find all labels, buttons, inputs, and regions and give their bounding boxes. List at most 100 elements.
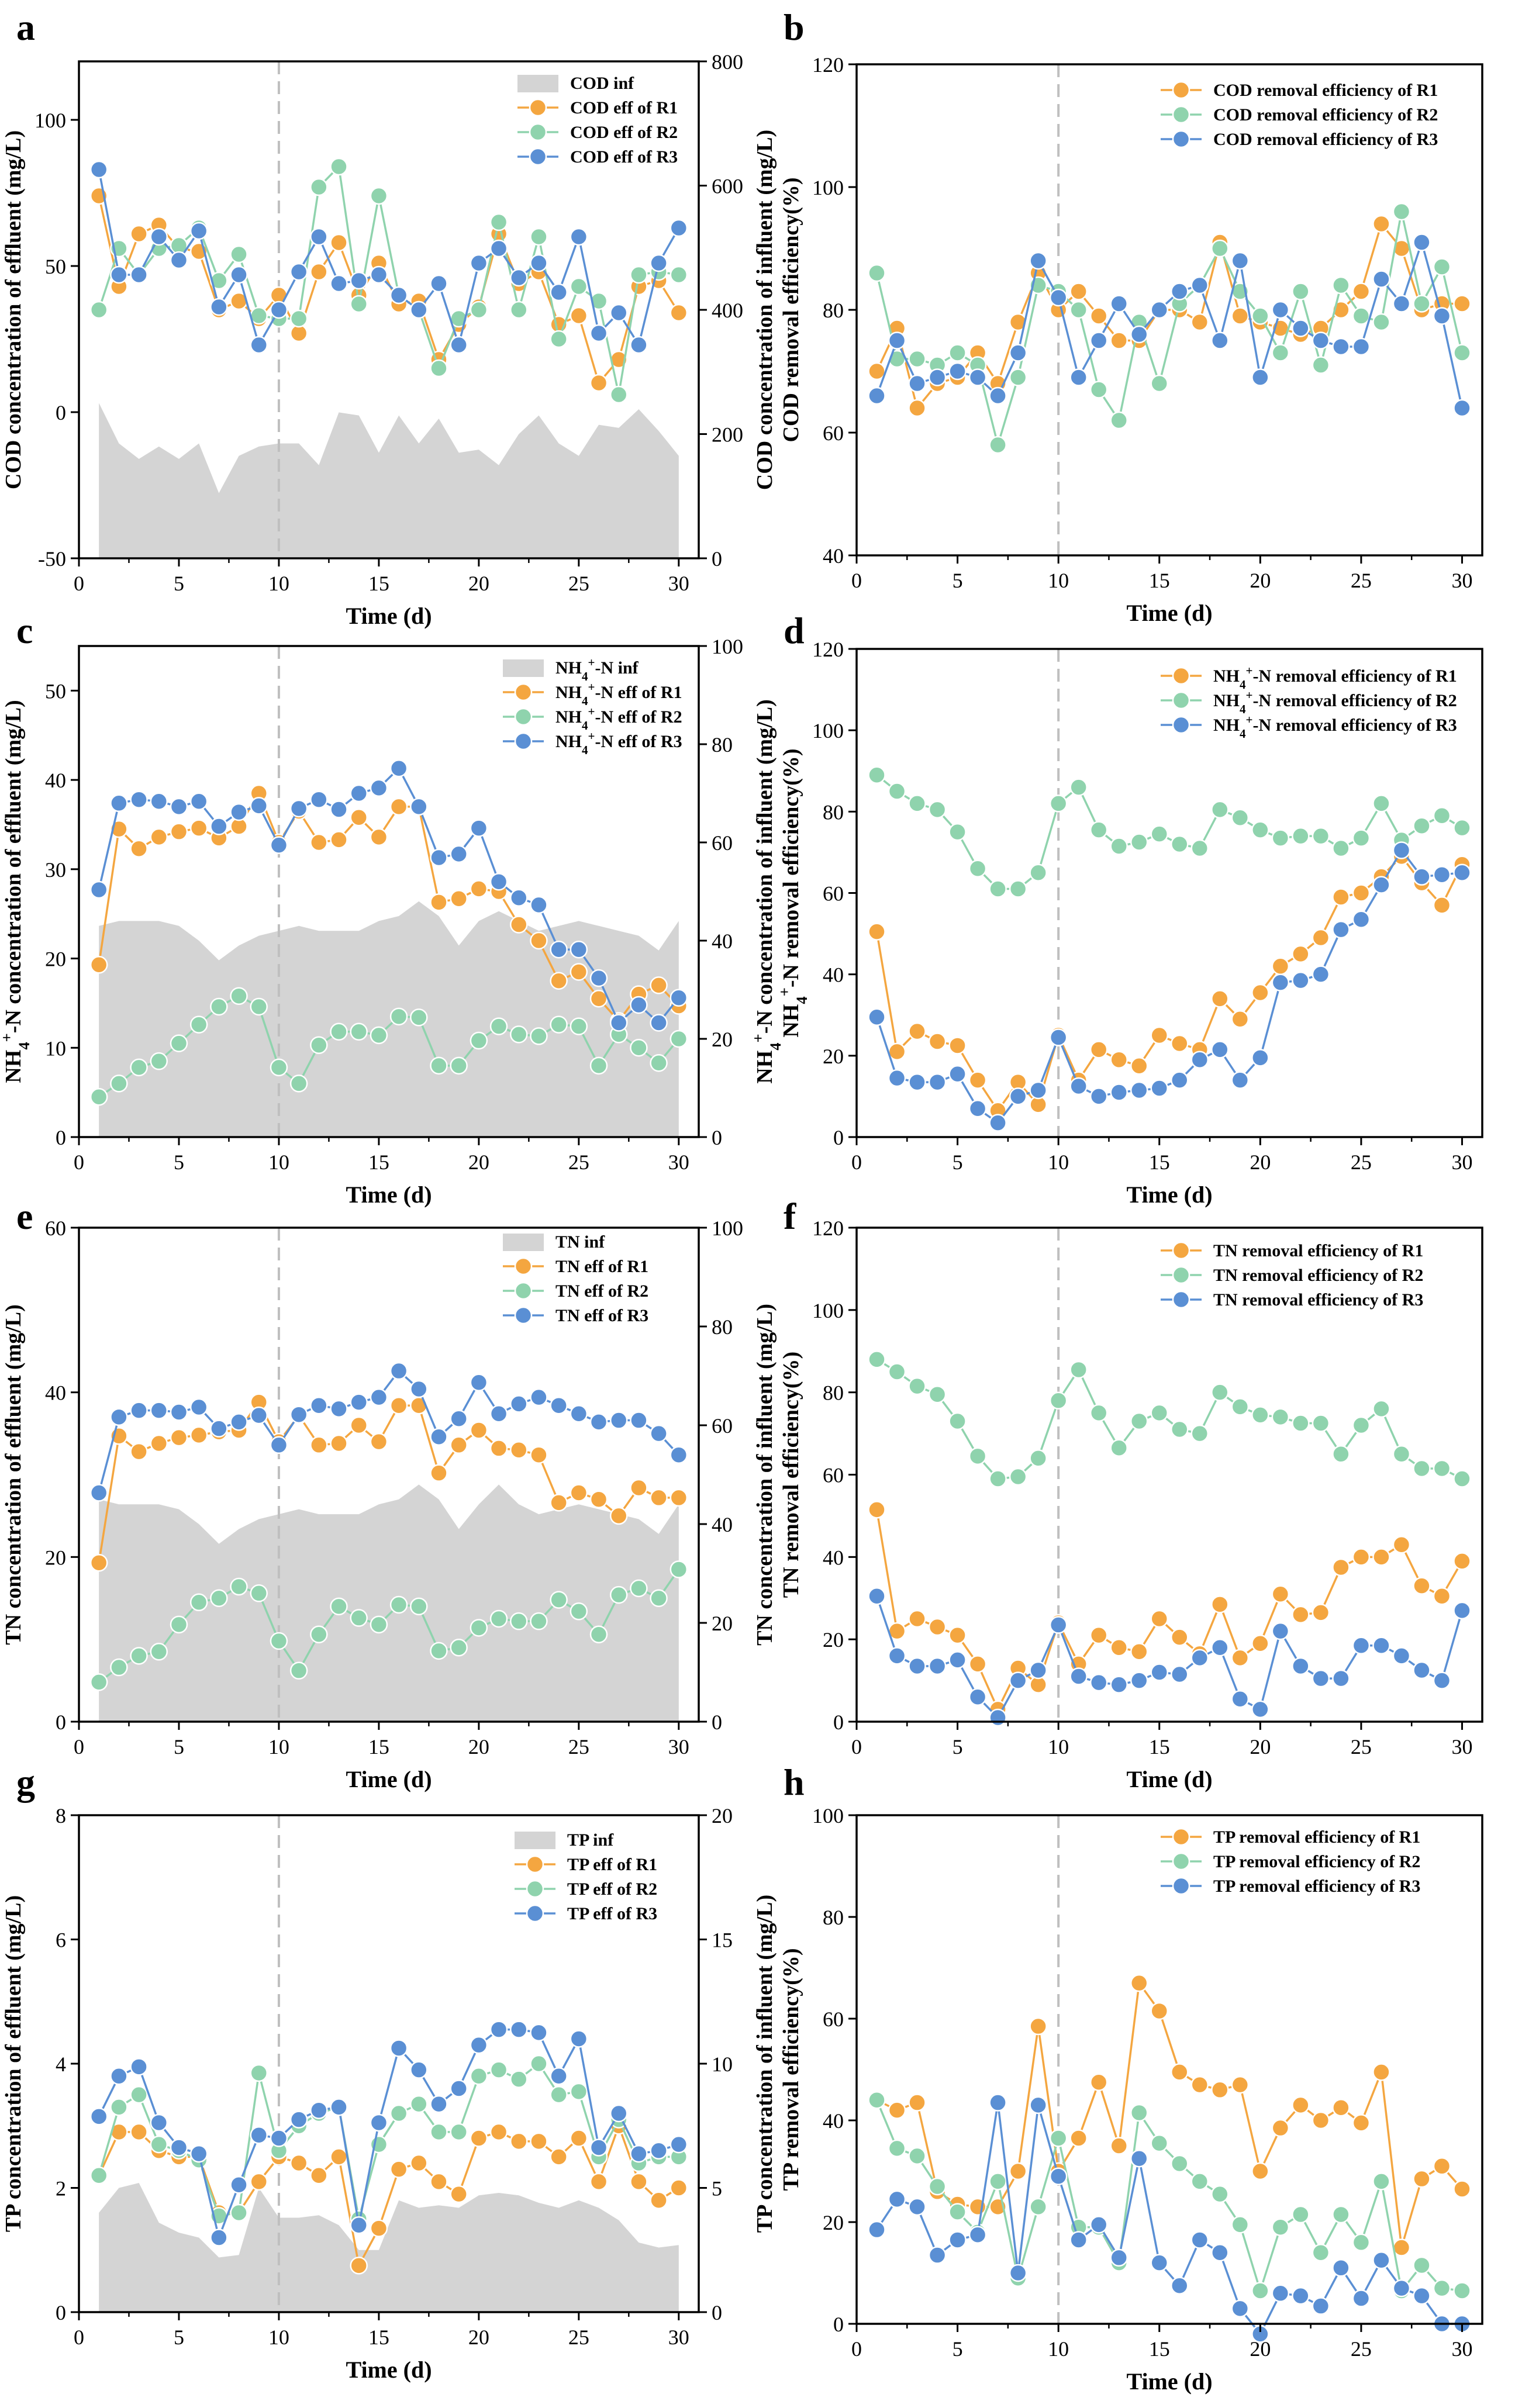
data-point [1392,295,1411,313]
data-point [1009,880,1027,898]
x-axis-title: Time (d) [346,1766,432,1792]
data-point [1292,1657,1310,1675]
y-tick-label: 0 [56,1126,66,1149]
data-point [530,2132,548,2151]
legend-label: NH4+-N eff of R1 [555,680,682,708]
x-tick-label: 25 [568,1735,589,1759]
x-tick-label: 10 [268,572,289,595]
data-point [1171,2063,1189,2081]
data-point [470,819,488,837]
data-point [948,823,967,841]
legend-swatch-marker [1172,716,1190,734]
data-point [1150,300,1168,319]
data-point [130,1058,148,1077]
y-tick-label: 80 [823,800,844,824]
data-point [1413,2256,1431,2275]
data-point [968,859,987,877]
data-point [1352,884,1371,902]
data-point [110,265,128,284]
data-point [1089,2073,1108,2091]
data-point [1453,1470,1471,1488]
data-point [989,386,1007,405]
data-point [570,963,588,981]
data-point [370,2113,388,2132]
data-point [350,295,368,313]
data-point [489,1609,508,1628]
data-point [589,969,608,987]
legend-label: COD eff of R3 [570,147,678,167]
data-point [1392,841,1411,859]
y2-tick-label: 100 [712,1217,743,1240]
data-point [250,2126,268,2144]
y2-tick-label: 20 [712,1612,733,1635]
data-point [270,1058,288,1077]
data-point [389,1595,408,1614]
y-tick-label: 80 [823,1906,844,1929]
data-point [510,1025,528,1044]
data-point [928,1073,947,1091]
data-point [1089,821,1108,839]
data-point [1271,2218,1290,2236]
data-point [489,2020,508,2039]
legend-swatch-marker [1172,1852,1190,1871]
data-point [350,1393,368,1411]
x-tick-label: 15 [368,1735,389,1759]
legend-label: COD removal efficiency of R2 [1213,105,1438,125]
data-point [189,819,208,837]
data-point [550,283,568,302]
x-tick-label: 0 [74,2326,84,2349]
y-tick-label: 60 [45,1217,66,1240]
y-tick-label: 80 [823,1381,844,1405]
data-point [530,1027,548,1045]
y-tick-label: 40 [45,1381,66,1405]
data-point [430,893,448,911]
data-point [489,2061,508,2079]
data-point [150,1434,168,1453]
data-point [470,2036,488,2054]
data-point [1433,896,1451,914]
data-point [570,1484,588,1502]
data-point [289,2154,308,2172]
data-point [1271,829,1290,847]
data-point [570,2030,588,2048]
data-point [650,1014,668,1032]
data-point [110,2098,128,2116]
x-tick-label: 5 [174,1151,184,1174]
y2-tick-label: 20 [712,1804,733,1827]
data-point [1271,2284,1290,2303]
data-point [170,1034,188,1052]
data-point [570,1405,588,1423]
data-point [1009,1671,1027,1690]
panel-h: h 0 5 10 15 20 25 30 0 20 40 60 80 100 Time (d) TP remo… [779,1761,1483,2395]
data-point [1453,863,1471,882]
data-point [1231,1071,1250,1089]
y2-tick-label: 0 [712,2301,722,2324]
panel-d: d 0 5 10 15 20 25 30 0 20 40 60 80 100 120 Time (d) NH4+… [775,610,1483,1208]
x-tick-label: 20 [468,2326,489,2349]
data-point [1009,344,1027,362]
x-tick-label: 30 [1451,1151,1472,1174]
legend-swatch-marker [1172,1877,1190,1895]
plot-frame [78,645,700,1138]
data-point [1312,2243,1330,2262]
data-point [1049,1391,1068,1409]
data-point [868,766,886,784]
y2-axis-title: TP concentration of influent (mg/L) [753,1895,777,2233]
data-point [1171,1628,1189,1646]
data-point [350,1609,368,1627]
y-tick-label: 30 [45,858,66,882]
data-point [989,1470,1007,1488]
data-point [989,1114,1007,1132]
legend-swatch-marker [526,1904,544,1923]
data-point [908,794,926,813]
legend-swatch-marker [526,1855,544,1874]
legend-swatch-marker [514,683,533,702]
x-tick-label: 5 [953,1735,963,1759]
data-point [1231,809,1250,827]
data-point [1251,2282,1269,2300]
y-tick-label: 0 [56,401,66,424]
data-point [589,2172,608,2191]
data-point [330,274,348,293]
data-point [589,1413,608,1431]
data-point [1231,2216,1250,2234]
